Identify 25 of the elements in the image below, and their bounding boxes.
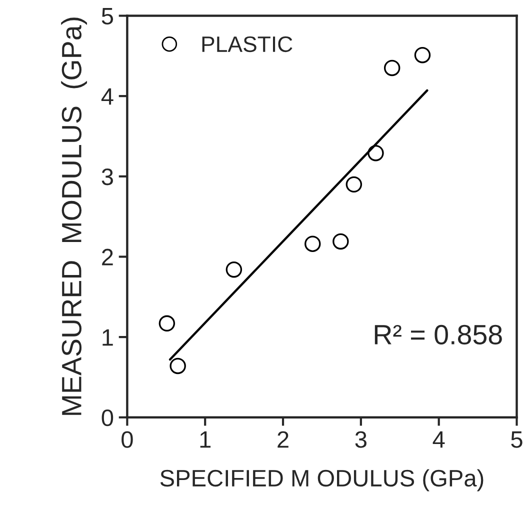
x-axis-title: SPECIFIED M ODULUS (GPa)	[160, 469, 484, 492]
point	[226, 261, 242, 278]
legend-label: PLASTIC	[202, 36, 292, 52]
y-tick-label: 4	[101, 88, 114, 105]
y-tick-label: 1	[102, 329, 113, 346]
x-tick-label: 4	[432, 431, 445, 448]
annotation: R² = 0.858	[374, 324, 502, 345]
y-tick-label: 5	[102, 8, 114, 25]
y-tick-label: 0	[102, 409, 114, 426]
y-tick-label: 3	[102, 168, 113, 186]
point	[170, 358, 186, 374]
y-tick-label: 2	[102, 248, 113, 266]
x-tick-label: 5	[511, 431, 522, 448]
point	[368, 144, 384, 162]
x-tick-label: 3	[355, 431, 366, 448]
point	[346, 176, 362, 193]
point	[384, 60, 400, 76]
point	[158, 315, 176, 332]
x-tick-label: 2	[278, 431, 288, 448]
x-tick-label: 0	[122, 431, 133, 448]
x-tick-label: 1	[200, 431, 211, 448]
point	[304, 236, 321, 252]
y-axis-title: MEASURED MODULUS (GPa)	[61, 18, 87, 415]
point	[332, 233, 349, 250]
point	[414, 46, 431, 64]
